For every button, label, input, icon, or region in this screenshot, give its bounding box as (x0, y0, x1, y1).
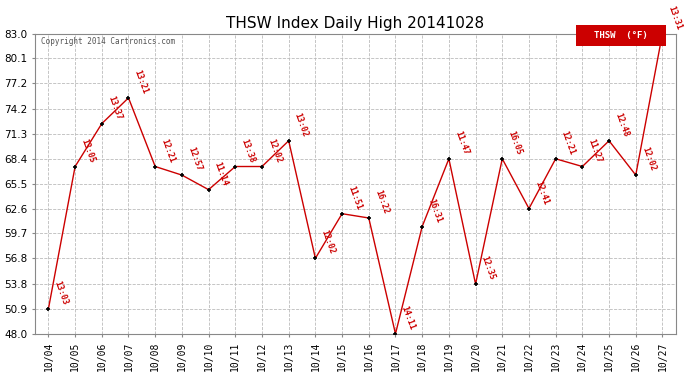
Text: 12:21: 12:21 (560, 129, 577, 156)
Text: 16:22: 16:22 (373, 189, 390, 215)
Point (150, 164, 161, 170)
Text: 13:21: 13:21 (132, 69, 150, 95)
Point (97, 121, 108, 127)
Text: 14:11: 14:11 (400, 304, 417, 331)
Point (43, 306, 54, 312)
Point (657, 30, 668, 36)
Text: 12:02: 12:02 (266, 137, 283, 164)
Point (497, 156, 508, 162)
Point (577, 164, 588, 170)
Text: 13:02: 13:02 (293, 111, 310, 138)
Point (550, 156, 561, 162)
Text: 13:03: 13:03 (52, 280, 70, 306)
Title: THSW Index Daily High 20141028: THSW Index Daily High 20141028 (226, 16, 484, 31)
Point (177, 172, 188, 178)
Text: 13:31: 13:31 (667, 4, 684, 31)
Text: 12:57: 12:57 (186, 146, 203, 172)
Text: 12:41: 12:41 (533, 179, 550, 206)
Point (257, 164, 268, 170)
Text: 11:14: 11:14 (213, 160, 230, 187)
Point (203, 187, 214, 193)
Point (230, 164, 241, 170)
Point (283, 138, 294, 144)
Point (337, 211, 348, 217)
Text: 16:05: 16:05 (506, 129, 524, 156)
Text: 12:02: 12:02 (319, 229, 337, 255)
Point (363, 215, 374, 221)
Text: 12:21: 12:21 (159, 137, 177, 164)
Text: 12:02: 12:02 (640, 146, 657, 172)
Point (444, 156, 455, 162)
Text: 13:37: 13:37 (106, 94, 123, 121)
Text: Copyright 2014 Cartronics.com: Copyright 2014 Cartronics.com (41, 36, 175, 45)
Point (630, 172, 641, 178)
Point (310, 255, 321, 261)
Text: THSW  (°F): THSW (°F) (595, 30, 648, 39)
Point (524, 206, 535, 212)
Text: 11:51: 11:51 (346, 184, 363, 211)
Point (123, 95, 134, 101)
Point (417, 224, 428, 230)
Text: 11:27: 11:27 (586, 137, 604, 164)
Text: 12:48: 12:48 (613, 111, 630, 138)
Point (470, 281, 481, 287)
Text: 16:31: 16:31 (426, 197, 444, 224)
FancyBboxPatch shape (576, 24, 666, 45)
Text: 11:47: 11:47 (453, 129, 470, 156)
Text: 12:35: 12:35 (480, 255, 497, 281)
Text: 13:38: 13:38 (239, 137, 257, 164)
Point (604, 138, 615, 144)
Point (70, 164, 81, 170)
Text: 13:05: 13:05 (79, 137, 97, 164)
Point (390, 331, 401, 337)
